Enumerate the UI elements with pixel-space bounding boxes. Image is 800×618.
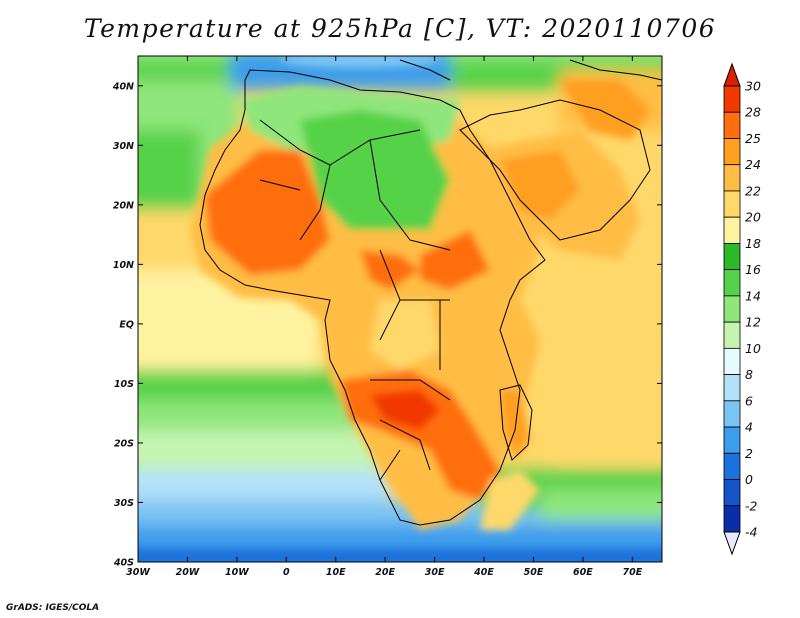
x-tick-label: 30E	[425, 567, 445, 578]
temperature-field	[138, 56, 662, 562]
colorbar-swatch	[723, 374, 741, 402]
colorbar-swatch	[723, 426, 741, 454]
y-tick-label: 20S	[114, 438, 134, 449]
colorbar-swatch	[723, 243, 741, 271]
colorbar-swatch	[723, 452, 741, 480]
colorbar-swatch	[723, 321, 741, 349]
x-tick-label: 70E	[622, 567, 642, 578]
y-tick-label: 10S	[114, 379, 134, 390]
colorbar-label: 10	[745, 341, 761, 356]
colorbar-swatch	[723, 400, 741, 428]
x-tick-label: 30W	[126, 567, 150, 578]
colorbar-swatch	[723, 295, 741, 323]
colorbar-swatch	[723, 111, 741, 139]
colorbar-label: 16	[745, 262, 761, 277]
y-tick-label: 40N	[112, 81, 134, 92]
colorbar-label: 6	[745, 393, 753, 408]
x-tick-label: 20E	[375, 567, 395, 578]
colorbar-swatch	[723, 164, 741, 192]
y-tick-label: 30S	[114, 498, 134, 509]
colorbar-label: 24	[745, 157, 761, 172]
y-tick-label: 20N	[113, 200, 134, 211]
y-tick-label: 40S	[113, 558, 134, 569]
colorbar-label: 12	[745, 315, 761, 330]
x-tick-label: 20W	[176, 567, 200, 578]
y-tick-label: 30N	[113, 141, 134, 152]
colorbar-label: 25	[745, 131, 761, 146]
colorbar-label: 0	[745, 472, 753, 487]
colorbar-swatch	[723, 269, 741, 297]
x-tick-label: 10W	[225, 567, 249, 578]
colorbar-label: -4	[745, 525, 758, 540]
colorbar-swatch	[723, 505, 741, 533]
colorbar-swatch	[723, 216, 741, 244]
y-axis: 40N 30N 20N 10N EQ 10S 20S 30S 40S	[112, 81, 662, 569]
colorbar-swatch	[723, 85, 741, 113]
colorbar-label: 2	[745, 446, 753, 461]
plot-frame	[137, 55, 663, 563]
colorbar-label: 18	[745, 236, 761, 251]
colorbar-label: 20	[745, 210, 761, 225]
colorbar-top-arrow	[723, 62, 741, 87]
colorbar-swatch	[723, 190, 741, 218]
colorbar-label: 14	[745, 288, 761, 303]
x-tick-label: 10E	[326, 567, 346, 578]
map-title: Temperature at 925hPa [C], VT: 202011070…	[83, 14, 717, 43]
y-tick-label: EQ	[119, 319, 134, 330]
x-tick-label: 40E	[473, 567, 494, 578]
colorbar-label: 22	[745, 183, 761, 198]
colorbar-label: -2	[745, 498, 758, 513]
colorbar-swatch	[723, 138, 741, 166]
x-axis: 30W 20W 10W 0 10E 20E 30E 40E 50E 60E 70E	[126, 56, 643, 578]
colorbar-label: 4	[745, 420, 753, 435]
footer-credit: GrADS: IGES/COLA	[6, 603, 100, 613]
x-tick-label: 0	[283, 567, 290, 578]
colorbar-label: 8	[745, 367, 753, 382]
colorbar-swatch	[723, 479, 741, 507]
colorbar-swatch	[723, 347, 741, 375]
x-tick-label: 50E	[524, 567, 544, 578]
colorbar-bottom-arrow	[723, 531, 741, 556]
coastlines	[199, 59, 662, 526]
y-tick-label: 10N	[113, 260, 134, 271]
x-tick-label: 60E	[573, 567, 593, 578]
colorbar-label: 28	[745, 105, 761, 120]
colorbar-label: 30	[745, 79, 761, 94]
